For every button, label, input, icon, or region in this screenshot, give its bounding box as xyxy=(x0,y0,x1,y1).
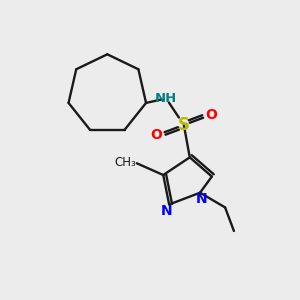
Text: N: N xyxy=(196,192,207,206)
Text: O: O xyxy=(151,128,162,142)
Text: CH₃: CH₃ xyxy=(115,156,136,169)
Text: S: S xyxy=(178,116,190,134)
Text: O: O xyxy=(205,108,217,122)
Text: N: N xyxy=(160,204,172,218)
Text: NH: NH xyxy=(155,92,177,105)
